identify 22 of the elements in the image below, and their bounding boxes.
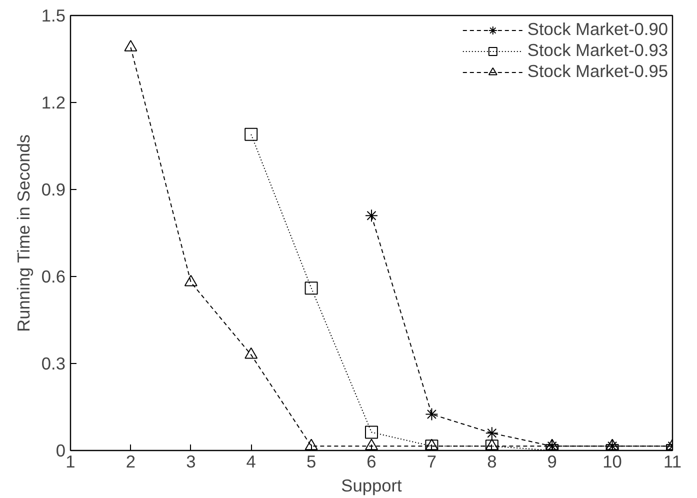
y-tick-label: 0.9	[41, 180, 66, 200]
legend-label: Stock Market-0.95	[527, 61, 668, 82]
x-tick-label: 7	[426, 452, 437, 472]
y-tick-label: 1.2	[41, 92, 66, 112]
y-tick-label: 0.3	[41, 354, 66, 374]
x-tick-label: 1	[66, 452, 76, 472]
x-tick-label: 2	[126, 452, 136, 472]
x-tick-label: 10	[602, 452, 622, 472]
x-tick-label: 6	[366, 452, 376, 472]
y-tick-label: 0.6	[41, 266, 66, 286]
x-tick-label: 5	[306, 452, 316, 472]
x-tick-label: 9	[547, 452, 557, 472]
x-tick-label: 8	[487, 452, 497, 472]
x-tick-label: 11	[664, 452, 682, 472]
x-tick-label: 3	[186, 452, 196, 472]
legend-label: Stock Market-0.90	[527, 19, 668, 40]
y-tick-label: 1.5	[41, 6, 66, 26]
x-axis-title: Support	[341, 476, 402, 496]
legend-label: Stock Market-0.93	[527, 40, 668, 61]
y-tick-label: 0	[56, 440, 66, 460]
x-tick-label: 4	[246, 452, 256, 472]
y-axis-title: Running Time in Seconds	[13, 134, 34, 332]
